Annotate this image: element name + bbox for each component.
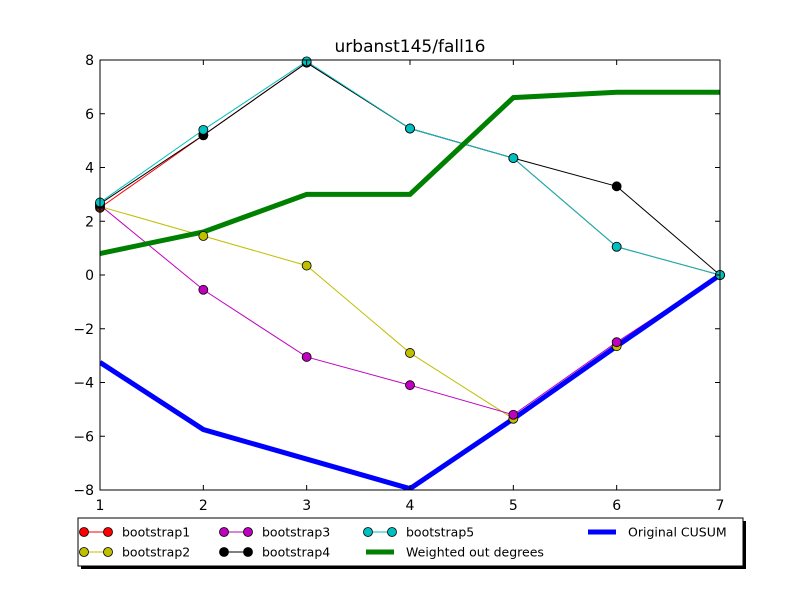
data-point-bootstrap5-5	[508, 153, 519, 163]
data-point-bootstrap5-6	[611, 241, 622, 252]
legend-label-bootstrap2: bootstrap2	[122, 545, 190, 560]
legend-marker-right-bootstrap1	[103, 527, 113, 537]
data-point-bootstrap2-4	[405, 348, 415, 358]
legend-marker-left-bootstrap2	[79, 547, 89, 557]
y-tick-label-6: 4	[85, 161, 94, 177]
legend-marker-left-bootstrap5	[363, 527, 373, 537]
chart-title: urbanst145/fall16	[335, 37, 486, 57]
legend-label-bootstrap3: bootstrap3	[262, 525, 330, 540]
legend-marker-left-bootstrap1	[79, 527, 89, 537]
x-tick-label-3: 3	[302, 498, 311, 514]
y-tick-label-5: 2	[85, 214, 94, 230]
x-tick-label-6: 6	[612, 498, 621, 514]
x-tick-label-1: 1	[96, 498, 105, 514]
data-point-bootstrap3-5	[508, 409, 519, 420]
legend-label-bootstrap1: bootstrap1	[122, 525, 190, 540]
plot-area: 1 2 3 4 5 6 7 −8 −6 −4 −2 0 2 4 6 8	[73, 53, 725, 514]
data-point-bootstrap5-4	[405, 123, 415, 134]
x-tick-label-5: 5	[509, 498, 518, 514]
y-tick-label-1: −6	[73, 429, 94, 445]
legend-marker-right-bootstrap5	[387, 527, 397, 537]
data-point-bootstrap5-2	[198, 124, 209, 135]
x-tick-label-7: 7	[716, 498, 725, 514]
y-tick-label-3: −2	[73, 322, 94, 338]
x-tick-label-2: 2	[199, 498, 208, 514]
legend-marker-left-bootstrap3	[219, 527, 229, 537]
legend-label-bootstrap5: bootstrap5	[406, 525, 474, 540]
data-point-bootstrap2-2	[198, 231, 209, 241]
legend-label-bootstrap4: bootstrap4	[262, 545, 330, 560]
legend: bootstrap1 bootstrap2 bootstrap3 bootstrap4…	[77, 517, 746, 569]
y-tick-label-2: −4	[73, 376, 94, 392]
y-tick-label-8: 8	[85, 53, 94, 69]
data-point-bootstrap3-4	[405, 380, 415, 391]
legend-marker-right-bootstrap4	[243, 547, 253, 557]
data-point-bootstrap3-2	[198, 284, 209, 295]
legend-marker-right-bootstrap3	[243, 527, 253, 537]
data-point-bootstrap2-3	[301, 260, 312, 271]
y-tick-label-7: 6	[85, 107, 94, 123]
data-point-bootstrap3-6	[611, 337, 622, 348]
y-tick-label-4: 0	[85, 268, 94, 284]
legend-label-weighted-out-degrees: Weighted out degrees	[406, 545, 544, 560]
x-tick-label-4: 4	[406, 498, 415, 514]
data-point-bootstrap4-6	[611, 181, 622, 192]
legend-marker-left-bootstrap4	[219, 547, 229, 557]
y-tick-label-0: −8	[73, 483, 94, 499]
legend-label-original-cusum: Original CUSUM	[628, 525, 727, 540]
data-point-bootstrap3-3	[301, 352, 312, 362]
legend-marker-right-bootstrap2	[103, 547, 113, 557]
legend-box	[77, 517, 744, 567]
